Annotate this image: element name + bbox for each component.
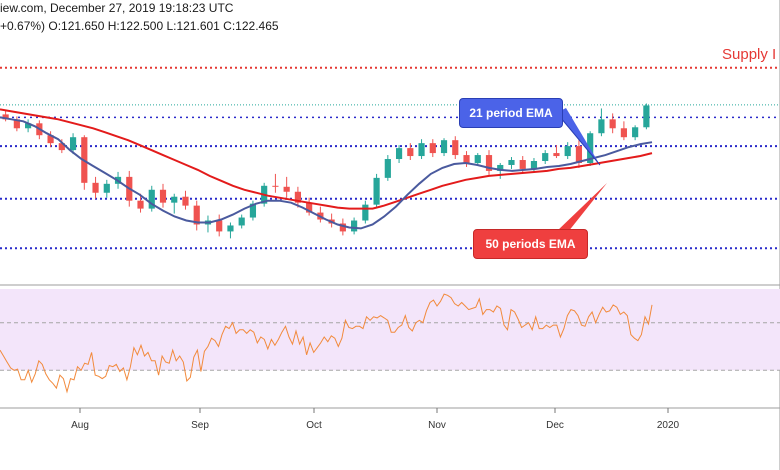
- candle-body-26: [294, 191, 301, 203]
- candle-body-5: [58, 143, 65, 151]
- candle-body-6: [69, 137, 77, 151]
- candle-body-53: [598, 119, 605, 134]
- candle-body-21: [238, 217, 245, 226]
- candle-body-8: [92, 182, 99, 193]
- candle-body-36: [407, 148, 414, 157]
- rsi-line: [0, 293, 653, 394]
- candle-body-54: [609, 119, 616, 129]
- ema50-callout: 50 periods EMA: [473, 229, 588, 259]
- candle-body-16: [182, 196, 189, 206]
- candle-body-46: [519, 160, 526, 169]
- candle-body-9: [103, 183, 110, 193]
- time-label-aug: Aug: [71, 420, 89, 431]
- candle-body-20: [227, 225, 234, 232]
- candle-body-32: [362, 204, 369, 221]
- supply-zone-label: Supply I: [722, 46, 777, 63]
- time-label-dec: Dec: [546, 420, 564, 431]
- candle-body-2: [25, 123, 32, 129]
- ema21-arrow-line: [555, 111, 601, 166]
- time-label-2020: 2020: [657, 420, 680, 431]
- candle-body-37: [418, 143, 425, 157]
- time-label-nov: Nov: [428, 420, 446, 431]
- candle-body-31: [351, 220, 358, 232]
- horizontal-levels: [0, 66, 780, 371]
- candle-body-56: [632, 127, 639, 138]
- candle-body-33: [373, 177, 380, 205]
- candle-body-55: [620, 128, 627, 138]
- time-label-oct: Oct: [306, 420, 322, 431]
- candle-body-15: [171, 196, 178, 203]
- candle-body-38: [429, 143, 436, 154]
- candle-body-52: [587, 133, 594, 163]
- candle-body-12: [137, 200, 144, 209]
- chart-source-timestamp: iew.com, December 27, 2019 19:18:23 UTC: [0, 1, 234, 15]
- candle-body-57: [643, 105, 650, 128]
- candle-body-30: [339, 223, 346, 232]
- ema-50-line: [0, 108, 653, 210]
- candle-body-0: [2, 114, 9, 120]
- candle-body-4: [47, 135, 54, 144]
- ema21-callout: 21 period EMA: [459, 98, 563, 128]
- candle-body-22: [249, 203, 257, 218]
- candle-body-34: [384, 159, 391, 178]
- candle-body-13: [148, 189, 155, 209]
- candle-body-47: [530, 161, 538, 169]
- candle-body-49: [553, 153, 560, 157]
- candle-body-19: [216, 220, 223, 232]
- candle-body-45: [508, 160, 515, 165]
- candle-body-40: [452, 140, 459, 156]
- candle-body-43: [485, 155, 493, 171]
- candle-body-41: [463, 155, 470, 163]
- time-axis-labels: Aug Sep Oct Nov Dec 2020: [71, 408, 680, 431]
- candle-body-27: [306, 202, 313, 213]
- time-label-sep: Sep: [191, 420, 209, 431]
- candle-body-48: [542, 153, 549, 162]
- candle-body-24: [272, 185, 279, 187]
- ema21-callout-pointer: [556, 108, 600, 165]
- ema-21-line: [0, 116, 653, 230]
- candle-body-42: [474, 155, 481, 163]
- candle-body-14: [159, 189, 167, 203]
- candle-body-25: [283, 186, 290, 192]
- candle-body-39: [440, 140, 448, 154]
- candle-body-50: [564, 146, 571, 157]
- candle-body-1: [13, 119, 20, 129]
- ema50-callout-pointer: [556, 183, 607, 232]
- candle-body-35: [395, 148, 403, 160]
- candle-body-17: [193, 205, 200, 225]
- candle-body-44: [497, 164, 504, 171]
- candle-body-51: [575, 146, 583, 163]
- ohlc-readout: +0.67%) O:121.650 H:122.500 L:121.601 C:…: [0, 19, 279, 33]
